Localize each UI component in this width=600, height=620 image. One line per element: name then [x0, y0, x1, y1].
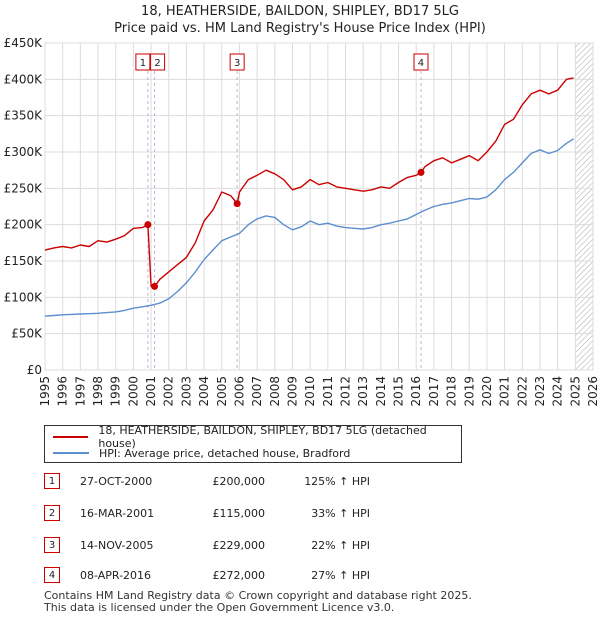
footer-copyright: Contains HM Land Registry data © Crown c… [44, 589, 472, 602]
x-tick-label: 2013 [356, 376, 370, 407]
plot-area: £0 £50K £100K £150K £200K £250K £300K £350K £400… [4, 36, 600, 407]
y-tick-label: £250K [4, 181, 44, 195]
legend-item-hpi: HPI: Average price, detached house, Brad… [53, 446, 350, 460]
x-tick-label: 2019 [462, 376, 476, 407]
y-tick-label: £200K [4, 218, 44, 232]
x-tick-label: 2011 [321, 376, 335, 407]
x-tick-label: 2016 [409, 376, 423, 407]
sale-marker-label: 4 [418, 58, 424, 69]
x-tick-label: 2002 [162, 376, 176, 407]
x-tick-label: 2025 [568, 376, 582, 407]
y-tick-label: £50K [11, 327, 43, 341]
sale-price: £229,000 [212, 539, 266, 552]
footer-licence: This data is licensed under the Open Gov… [44, 601, 395, 614]
x-tick-label: 2017 [427, 376, 441, 407]
x-tick-label: 2024 [551, 376, 565, 407]
sale-hpi-change: 27% ↑ HPI [311, 569, 370, 582]
y-tick-label: £150K [4, 254, 44, 268]
sale-date: 27-OCT-2000 [80, 475, 153, 488]
y-tick-label: £300K [4, 145, 44, 159]
hpi-series-line [44, 138, 574, 317]
sale-date: 14-NOV-2005 [80, 539, 154, 552]
sale-marker-box [413, 53, 429, 71]
sale-marker-label: 1 [140, 58, 146, 69]
sale-hpi-change: 22% ↑ HPI [311, 539, 370, 552]
legend-item-property: 18, HEATHERSIDE, BAILDON, SHIPLEY, BD17 … [53, 424, 461, 450]
x-tick-label: 2008 [268, 376, 282, 407]
x-tick-label: 2026 [586, 376, 600, 407]
sale-marker-box [229, 53, 245, 71]
x-tick-label: 2021 [498, 376, 512, 407]
sale-row: 3 14-NOV-2005 £229,000 22% ↑ HPI [0, 537, 600, 557]
chart-subtitle: Price paid vs. HM Land Registry's House … [114, 21, 486, 36]
y-tick-label: £450K [4, 36, 44, 50]
legend-label-property: 18, HEATHERSIDE, BAILDON, SHIPLEY, BD17 … [98, 424, 427, 450]
x-tick-label: 2020 [480, 376, 494, 407]
x-tick-label: 2001 [144, 376, 158, 407]
sale-marker-box [150, 53, 166, 71]
x-tick-label: 1995 [38, 376, 52, 407]
sale-point [144, 221, 152, 229]
sale-number: 4 [44, 567, 60, 583]
footer: Contains HM Land Registry data © Crown c… [44, 590, 472, 614]
sale-hpi-change: 125% ↑ HPI [304, 475, 370, 488]
x-tick-label: 2015 [392, 376, 406, 407]
x-tick-label: 2009 [285, 376, 299, 407]
sale-point [233, 200, 241, 208]
sale-hpi-change: 33% ↑ HPI [311, 507, 370, 520]
x-tick-label: 2014 [374, 376, 388, 407]
sale-marker-label: 2 [154, 58, 160, 69]
x-tick-label: 1998 [91, 376, 105, 407]
x-tick-label: 2010 [303, 376, 317, 407]
property-series-line [44, 77, 574, 288]
sale-date: 16-MAR-2001 [80, 507, 155, 520]
x-tick-label: 2023 [533, 376, 547, 407]
sale-row: 1 27-OCT-2000 £200,000 125% ↑ HPI [0, 473, 600, 493]
sale-price: £115,000 [212, 507, 266, 520]
x-tick-label: 2018 [445, 376, 459, 407]
x-tick-label: 2007 [250, 376, 264, 407]
y-tick-label: £0 [27, 363, 42, 377]
x-tick-label: 2006 [232, 376, 246, 407]
y-tick-label: £100K [4, 290, 44, 304]
plot-frame [44, 42, 594, 371]
sale-point [151, 282, 159, 290]
legend: 18, HEATHERSIDE, BAILDON, SHIPLEY, BD17 … [44, 424, 462, 463]
legend-label-hpi: HPI: Average price, detached house, Brad… [99, 446, 351, 460]
sale-point [417, 168, 425, 176]
sale-row: 2 16-MAR-2001 £115,000 33% ↑ HPI [0, 505, 600, 525]
x-tick-label: 2012 [339, 376, 353, 407]
sale-number: 2 [44, 505, 60, 521]
sale-row: 4 08-APR-2016 £272,000 27% ↑ HPI [0, 567, 600, 587]
x-tick-label: 1996 [56, 376, 70, 407]
x-tick-label: 2003 [179, 376, 193, 407]
price-chart: 18, HEATHERSIDE, BAILDON, SHIPLEY, BD17 … [4, 4, 600, 407]
x-tick-label: 1997 [73, 376, 87, 407]
x-tick-label: 2004 [197, 376, 211, 407]
sale-number: 1 [44, 473, 60, 489]
sale-marker-box [135, 53, 151, 71]
chart-title: 18, HEATHERSIDE, BAILDON, SHIPLEY, BD17 … [141, 4, 459, 19]
x-tick-label: 2005 [215, 376, 229, 407]
forecast-hatch [575, 43, 593, 370]
legend-swatch-hpi [53, 452, 89, 454]
y-tick-label: £350K [4, 109, 44, 123]
x-tick-label: 1999 [109, 376, 123, 407]
sale-date: 08-APR-2016 [80, 569, 152, 582]
sale-number: 3 [44, 537, 60, 553]
x-tick-label: 2022 [515, 376, 529, 407]
sale-marker-label: 3 [234, 58, 240, 69]
y-tick-label: £400K [4, 72, 44, 86]
x-tick-label: 2000 [126, 376, 140, 407]
sale-price: £200,000 [212, 475, 266, 488]
sale-price: £272,000 [212, 569, 266, 582]
legend-swatch-property [53, 436, 89, 438]
